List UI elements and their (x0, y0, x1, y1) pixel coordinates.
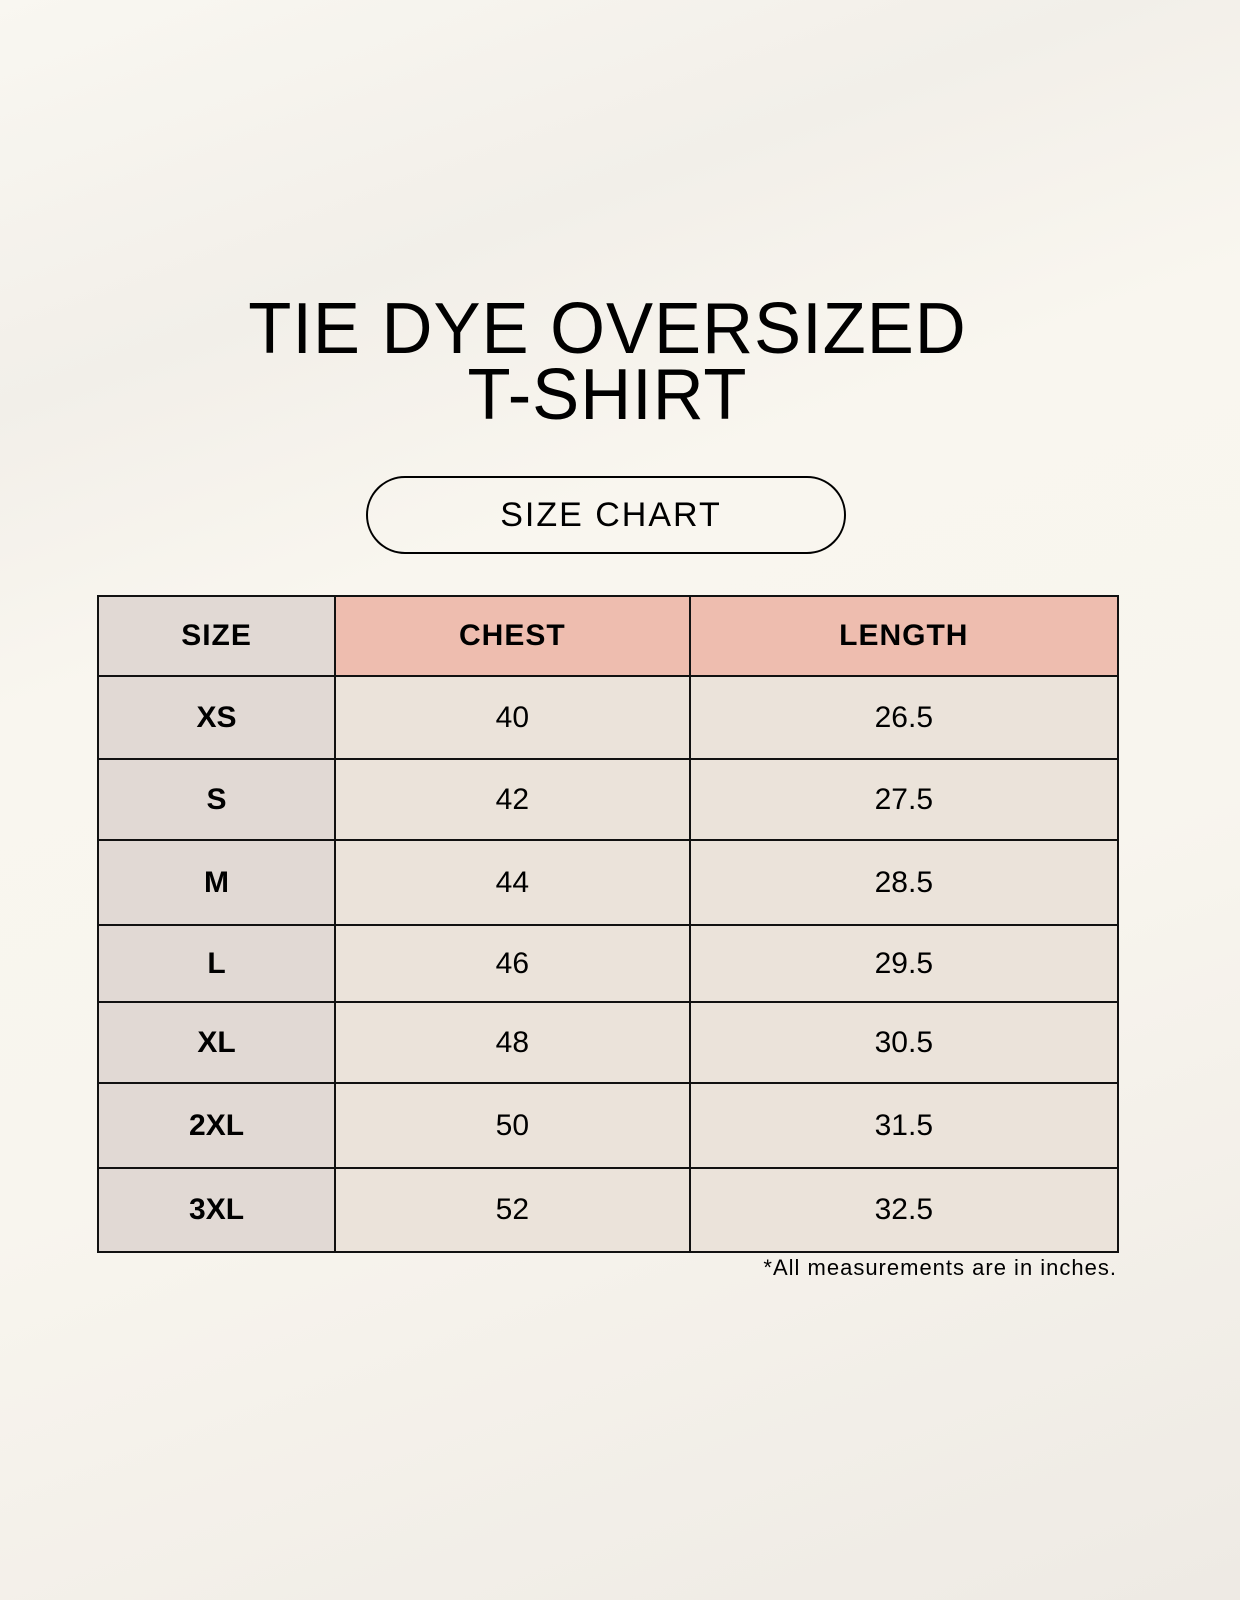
header-length: LENGTH (688, 595, 1120, 677)
header-size: SIZE (96, 595, 337, 677)
header-chest: CHEST (334, 595, 691, 677)
chest-cell: 42 (334, 758, 691, 841)
table-row: XS 40 26.5 (96, 675, 1120, 760)
chest-cell: 44 (334, 839, 691, 926)
size-cell: L (96, 924, 337, 1003)
table-row: XL 48 30.5 (96, 1001, 1120, 1084)
chest-cell: 46 (334, 924, 691, 1003)
chest-cell: 48 (334, 1001, 691, 1084)
table-row: S 42 27.5 (96, 758, 1120, 841)
size-cell: XL (96, 1001, 337, 1084)
size-table: SIZE CHEST LENGTH XS 40 26.5 S 42 27.5 M 44 28.5… (96, 595, 1120, 1253)
size-cell: 2XL (96, 1082, 337, 1169)
chest-cell: 50 (334, 1082, 691, 1169)
chest-cell: 52 (334, 1167, 691, 1253)
length-cell: 27.5 (688, 758, 1120, 841)
title-line-1: TIE DYE OVERSIZED (248, 289, 967, 369)
size-chart-badge: SIZE CHART (366, 476, 846, 554)
page-title: TIE DYE OVERSIZED T-SHIRT (12, 289, 1203, 435)
length-cell: 32.5 (688, 1167, 1120, 1253)
table-header-row: SIZE CHEST LENGTH (96, 595, 1120, 677)
size-cell: M (96, 839, 337, 926)
length-cell: 26.5 (688, 675, 1120, 760)
size-cell: XS (96, 675, 337, 760)
length-cell: 28.5 (688, 839, 1120, 926)
table-row: 2XL 50 31.5 (96, 1082, 1120, 1169)
table-row: M 44 28.5 (96, 839, 1120, 926)
length-cell: 29.5 (688, 924, 1120, 1003)
chest-cell: 40 (334, 675, 691, 760)
length-cell: 31.5 (688, 1082, 1120, 1169)
footnote: *All measurements are in inches. (763, 1255, 1117, 1280)
size-cell: 3XL (96, 1167, 337, 1253)
table-row: L 46 29.5 (96, 924, 1120, 1003)
size-cell: S (96, 758, 337, 841)
table-row: 3XL 52 32.5 (96, 1167, 1120, 1253)
length-cell: 30.5 (688, 1001, 1120, 1084)
title-line-2: T-SHIRT (467, 355, 748, 435)
